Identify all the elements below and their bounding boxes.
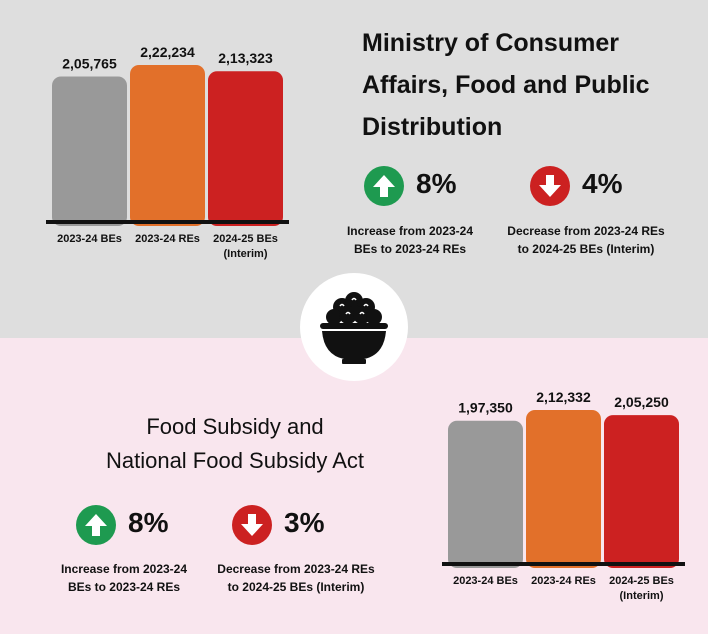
arrow-up-icon	[364, 166, 404, 206]
food-subsidy-increase-note: Increase from 2023-24 BEs to 2023-24 REs	[24, 560, 224, 596]
chart1-tick-label-3-line-2: (Interim)	[224, 248, 268, 260]
chart2-tick-label-3-line-2: (Interim)	[620, 590, 664, 602]
ministry-title: Ministry of Consumer Affairs, Food and P…	[362, 22, 692, 148]
chart1-tick-label-3: 2024-25 BEs	[213, 233, 278, 245]
food-subsidy-decrease-note: Decrease from 2023-24 REs to 2024-25 BEs…	[196, 560, 396, 596]
arrow-down-icon	[232, 505, 272, 545]
food-subsidy-increase-value: 8%	[128, 507, 169, 538]
chart1-bar-3	[208, 71, 283, 226]
ministry-increase-note-line-2: BEs to 2023-24 REs	[353, 242, 467, 256]
chart2-value-label-1: 1,97,350	[458, 400, 513, 416]
ministry-title-line-2: Affairs, Food and Public	[362, 71, 650, 99]
chart2-tick-label-3: 2024-25 BEs	[609, 575, 674, 587]
ministry-title-line-1: Ministry of Consumer	[362, 29, 619, 57]
ministry-decrease-value: 4%	[582, 168, 623, 199]
food-subsidy-decrease-note-line-2: to 2024-25 BEs (Interim)	[227, 580, 365, 594]
ministry-decrease-note: Decrease from 2023-24 REs to 2024-25 BEs…	[486, 222, 686, 258]
ministry-increase-value: 8%	[416, 168, 457, 199]
ministry-title-line-3: Distribution	[362, 113, 503, 141]
ministry-decrease-note-line-1: Decrease from 2023-24 REs	[507, 224, 665, 238]
chart2-tick-label-2: 2023-24 REs	[531, 575, 596, 587]
ministry-increase-note: Increase from 2023-24 BEs to 2023-24 REs	[310, 222, 510, 258]
food-subsidy-decrease-value: 3%	[284, 507, 325, 538]
chart1-tick-label-1: 2023-24 BEs	[57, 233, 122, 245]
chart2-bar-3	[604, 415, 679, 568]
ministry-increase-note-line-1: Increase from 2023-24	[346, 224, 474, 238]
arrow-up-icon	[76, 505, 116, 545]
chart1-bar-1	[52, 76, 127, 227]
food-subsidy-increase-note-line-1: Increase from 2023-24	[60, 562, 188, 576]
chart2-baseline	[442, 562, 685, 566]
food-subsidy-decrease-note-line-1: Decrease from 2023-24 REs	[217, 562, 375, 576]
chart1-value-label-3: 2,13,323	[218, 50, 273, 66]
ministry-bar-chart: 2,05,765 2023-24 BEs 2,22,234 2023-24 REs 2,…	[46, 44, 289, 260]
food-subsidy-title-line-2: National Food Subsidy Act	[105, 448, 365, 473]
chart2-bar-1	[448, 420, 523, 568]
chart1-bar-2	[130, 65, 205, 226]
food-subsidy-title-line-1: Food Subsidy and	[146, 414, 324, 439]
food-subsidy-increase-note-line-2: BEs to 2023-24 REs	[67, 580, 181, 594]
chart1-tick-label-2: 2023-24 REs	[135, 233, 200, 245]
chart2-bar-2	[526, 410, 601, 568]
chart1-value-label-2: 2,22,234	[140, 44, 195, 60]
ministry-decrease-note-line-2: to 2024-25 BEs (Interim)	[517, 242, 655, 256]
rice-bowl-icon	[320, 292, 388, 364]
rice-bowl-badge	[300, 273, 408, 381]
food-subsidy-title: Food Subsidy and National Food Subsidy A…	[60, 410, 410, 478]
chart2-value-label-3: 2,05,250	[614, 394, 669, 410]
chart2-tick-label-1: 2023-24 BEs	[453, 575, 518, 587]
chart2-value-label-2: 2,12,332	[536, 389, 591, 405]
chart1-value-label-1: 2,05,765	[62, 55, 117, 71]
arrow-down-icon	[530, 166, 570, 206]
food-subsidy-bar-chart: 1,97,350 2023-24 BEs 2,12,332 2023-24 REs 2,…	[442, 389, 685, 602]
chart1-baseline	[46, 220, 289, 224]
